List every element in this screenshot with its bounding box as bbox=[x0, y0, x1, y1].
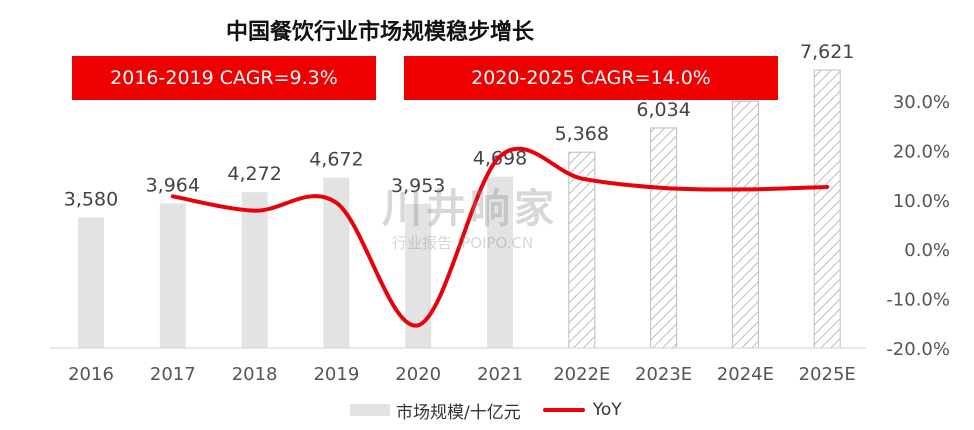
x-tick-2021: 2021 bbox=[477, 364, 523, 385]
x-tick-2020: 2020 bbox=[395, 364, 441, 385]
cagr-label-2020-2025: 2020-2025 CAGR=14.0% bbox=[404, 56, 778, 100]
x-tick-2016: 2016 bbox=[68, 364, 114, 385]
y-right-tick: 10.0% bbox=[893, 191, 950, 212]
y-right-tick: 30.0% bbox=[893, 92, 950, 113]
bar-value-label-2025E: 7,621 bbox=[800, 41, 854, 63]
y-right-tick-labels: 30.0% 20.0% 10.0% 0.0% -10.0% -20.0% bbox=[886, 92, 950, 360]
watermark-main: 川井晌家 bbox=[382, 186, 558, 232]
x-tick-labels: 2016 2017 2018 2019 2020 2021 2022E 2023E 2024E 2… bbox=[68, 364, 856, 385]
legend-bar-label: 市场规模/十亿元 bbox=[396, 402, 521, 423]
bar-2018 bbox=[241, 192, 268, 348]
y-right-tick: 0.0% bbox=[904, 240, 950, 261]
y-right-tick: -20.0% bbox=[886, 339, 950, 360]
bar-2022E bbox=[568, 151, 596, 349]
legend-line-swatch bbox=[542, 408, 585, 412]
bar-value-label-2018: 4,272 bbox=[227, 163, 281, 185]
legend-bar-swatch bbox=[350, 404, 390, 416]
bar-2024E bbox=[731, 100, 759, 349]
bar-value-label-2019: 4,672 bbox=[309, 149, 363, 171]
x-tick-2022E: 2022E bbox=[553, 364, 610, 385]
bar-value-label-2022E: 5,368 bbox=[555, 123, 609, 145]
yoy-line-series bbox=[170, 146, 830, 328]
y-right-tick: -10.0% bbox=[886, 290, 950, 311]
bar-2016 bbox=[78, 217, 104, 348]
y-right-tick: 20.0% bbox=[893, 141, 950, 162]
chart-title: 中国餐饮行业市场规模稳步增长 bbox=[225, 20, 534, 45]
bar-2017 bbox=[159, 203, 186, 348]
bar-value-label-2023E: 6,034 bbox=[636, 99, 690, 121]
x-tick-2018: 2018 bbox=[232, 364, 278, 385]
x-tick-2024E: 2024E bbox=[717, 364, 774, 385]
x-tick-2023E: 2023E bbox=[635, 364, 692, 385]
bar-2021 bbox=[487, 176, 513, 348]
bar-value-label-2020: 3,953 bbox=[391, 175, 445, 197]
x-tick-2017: 2017 bbox=[150, 364, 196, 385]
watermark-sub: 行业报告 IPOIPO.CN bbox=[392, 234, 534, 252]
legend: 市场规模/十亿元 YoY bbox=[350, 398, 622, 423]
bar-2023E bbox=[650, 127, 678, 349]
x-tick-2025E: 2025E bbox=[799, 364, 856, 385]
legend-line-label: YoY bbox=[592, 400, 622, 420]
cagr-label-2016-2019: 2016-2019 CAGR=9.3% bbox=[72, 56, 376, 100]
bar-2025E bbox=[813, 69, 841, 349]
bar-2019 bbox=[323, 177, 350, 348]
bar-value-label-2016: 3,580 bbox=[64, 188, 118, 210]
x-tick-2019: 2019 bbox=[313, 364, 359, 385]
bar-value-label-2017: 3,964 bbox=[146, 174, 200, 196]
